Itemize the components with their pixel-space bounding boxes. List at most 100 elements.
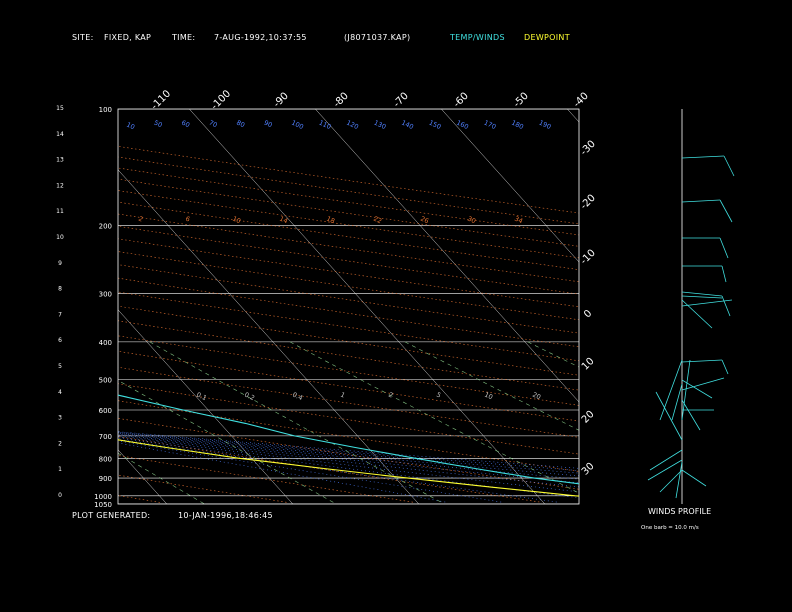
- moist-adiabat: [118, 433, 579, 477]
- isotherm-line: [189, 109, 545, 504]
- height-label: 15: [56, 105, 64, 112]
- height-label: 10: [56, 234, 64, 241]
- isotherm-right-label: 20: [580, 409, 597, 426]
- dry-adiabat: [118, 305, 579, 376]
- generated-label: PLOT GENERATED:: [72, 511, 151, 520]
- wind-barb: [671, 383, 683, 421]
- height-label: 1: [58, 466, 62, 473]
- mixing-ratio-line: [404, 341, 579, 431]
- dry-adiabat: [118, 178, 579, 247]
- moist-adiabat: [118, 431, 579, 469]
- mixing-ratio-label: 1: [339, 391, 346, 400]
- wind-barb: [681, 299, 733, 307]
- dry-adiabat: [118, 156, 579, 225]
- wind-barb-flag: [719, 237, 729, 259]
- dry-adiabat: [118, 350, 579, 422]
- dry-adiabat: [118, 335, 579, 406]
- dry-adiabat: [118, 366, 579, 438]
- dry-adiabat-label: 80: [235, 119, 246, 130]
- dry-adiabat-label: 180: [510, 119, 525, 132]
- height-label: 14: [56, 131, 64, 138]
- pressure-label: 400: [99, 339, 112, 347]
- isotherm-right-label: 0: [582, 308, 594, 320]
- dry-adiabat: [118, 238, 579, 308]
- dry-adiabat: [118, 225, 579, 295]
- isotherm-top-axis: -110 -100 -90 -80 -70 -60 -50 -40: [149, 88, 591, 112]
- mixing-ratio-label: 0.2: [243, 391, 256, 403]
- time-label: TIME:: [172, 33, 196, 42]
- wind-barb: [681, 359, 691, 421]
- pressure-label: 200: [99, 222, 112, 230]
- mixing-ratio-label: 0.4: [291, 391, 304, 403]
- wind-barb-flag: [723, 155, 735, 177]
- wind-barb-flag: [721, 265, 727, 283]
- height-label: 2: [58, 440, 62, 447]
- moist-adiabat-label: 10: [231, 215, 242, 226]
- wind-barb: [659, 469, 683, 493]
- height-label: 4: [58, 389, 62, 396]
- isotherm-right-label: 10: [580, 356, 597, 373]
- plot-frame: [117, 108, 580, 505]
- wind-barb-flag: [719, 199, 733, 223]
- mixing-ratio-line: [118, 379, 337, 504]
- site-value: FIXED, KAP: [104, 33, 152, 42]
- dry-adiabat: [118, 251, 579, 321]
- dry-adiabat-label: 120: [345, 119, 360, 132]
- moist-adiabat-label: 6: [184, 215, 191, 224]
- dewpoint-line: [118, 439, 579, 497]
- wind-barb: [681, 199, 721, 203]
- mixing-ratio-line: [0, 342, 113, 504]
- legend-dew: DEWPOINT: [524, 33, 570, 42]
- isotherm-top-label: -70: [392, 91, 411, 110]
- moist-adiabat-label: 2: [137, 215, 144, 224]
- moist-adiabat: [118, 433, 579, 480]
- isotherm-top-label: -110: [149, 88, 173, 112]
- winds-title: WINDS PROFILE: [648, 507, 711, 516]
- moist-adiabat: [118, 438, 560, 503]
- wind-barb: [681, 399, 701, 431]
- moist-adiabat-label: 34: [513, 215, 524, 226]
- dry-adiabat: [118, 167, 579, 236]
- isotherm-line: [118, 169, 419, 504]
- dry-adiabat: [118, 495, 160, 503]
- isotherm-right-label: -20: [579, 193, 598, 212]
- wind-barb: [681, 295, 723, 299]
- dry-adiabat-label: 170: [483, 119, 498, 132]
- dry-adiabat: [118, 213, 579, 283]
- dry-adiabat-label: 60: [180, 119, 191, 130]
- pressure-label: 500: [99, 376, 112, 384]
- isotherm-top-label: -60: [452, 91, 471, 110]
- wind-barb: [681, 291, 723, 297]
- moist-adiabat-label: 18: [325, 215, 336, 226]
- dry-adiabat: [118, 201, 579, 270]
- pressure-label: 800: [99, 455, 112, 463]
- dry-adiabat-label: 110: [318, 119, 333, 132]
- dry-adiabat: [118, 320, 579, 391]
- pressure-label: 100: [99, 106, 112, 114]
- pressure-label: 900: [99, 475, 112, 483]
- wind-barb: [681, 469, 707, 487]
- wind-barb: [675, 461, 683, 499]
- height-label: 8: [58, 286, 62, 293]
- isotherm-line: [315, 109, 579, 403]
- isotherm-right-label: -30: [579, 139, 598, 158]
- mixing-ratio-line: [118, 452, 205, 504]
- dry-adiabat-label: 10: [125, 121, 136, 132]
- isotherm-top-label: -50: [512, 91, 531, 110]
- dry-adiabat-label: 50: [153, 119, 164, 130]
- isotherm-line: [118, 449, 167, 504]
- wind-barb: [681, 299, 713, 329]
- pressure-label: 600: [99, 407, 112, 415]
- wind-barb: [659, 359, 683, 421]
- wind-barb: [655, 391, 683, 441]
- height-label: 13: [56, 157, 64, 164]
- dry-adiabat: [118, 264, 579, 334]
- file-name: (J8071037.KAP): [344, 33, 411, 42]
- dry-adiabat: [118, 291, 579, 362]
- isotherm-top-label: -100: [209, 88, 233, 112]
- isotherm-top-label: -80: [332, 91, 351, 110]
- dry-adiabat: [118, 146, 579, 214]
- isotherm-line: [567, 109, 579, 123]
- dry-adiabat-label: 90: [263, 119, 274, 130]
